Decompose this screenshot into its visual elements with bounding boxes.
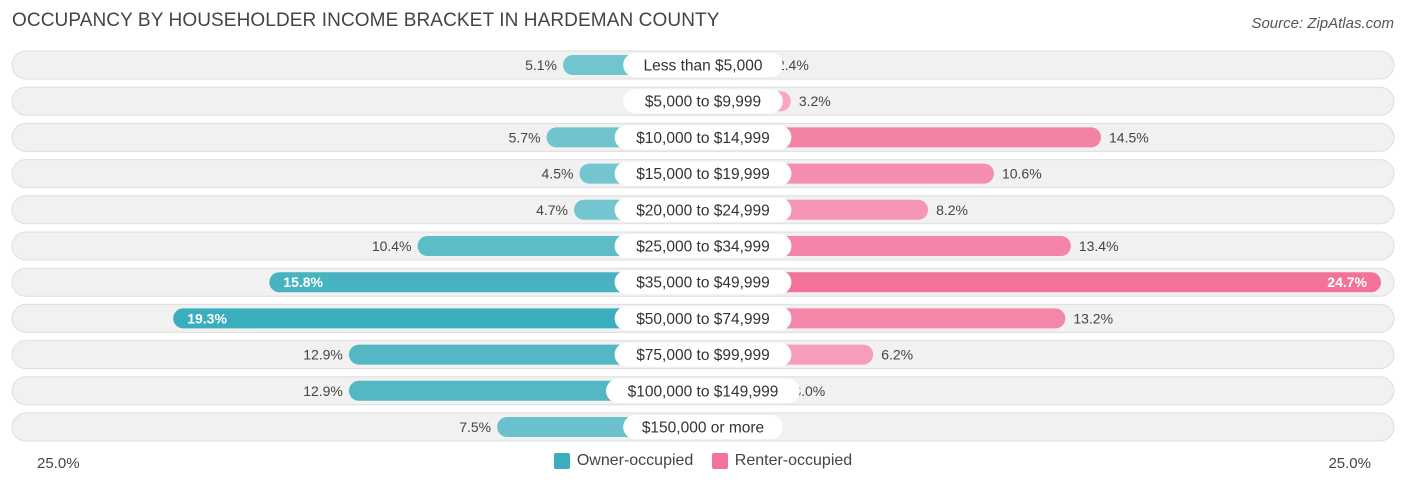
legend-item-renter: Renter-occupied (711, 452, 853, 470)
owner-value-label: 15.8% (283, 274, 323, 290)
category-label-pill (614, 306, 792, 331)
category-label: $75,000 to $99,999 (636, 347, 770, 364)
legend-swatch-owner (553, 453, 570, 469)
owner-value-label: 4.7% (536, 202, 568, 218)
category-label-pill (614, 197, 792, 222)
category-label: $10,000 to $14,999 (636, 130, 770, 147)
category-label-pill (623, 415, 783, 439)
owner-value-label: 12.9% (303, 347, 343, 363)
category-label-pill (623, 53, 783, 77)
renter-value-label: 13.2% (1073, 310, 1113, 326)
category-label-pill (606, 378, 800, 403)
category-label: $25,000 to $34,999 (636, 239, 770, 256)
category-label-pill (614, 161, 792, 186)
legend-label-owner: Owner-occupied (576, 452, 694, 469)
legend: Owner-occupied Renter-occupied (0, 452, 1406, 474)
owner-value-label: 12.9% (303, 383, 343, 399)
renter-value-label: 14.5% (1109, 129, 1149, 145)
renter-bar (703, 127, 1102, 148)
category-label: $35,000 to $49,999 (636, 275, 770, 292)
owner-value-label: 5.1% (525, 57, 557, 73)
legend-item-owner: Owner-occupied (553, 452, 694, 470)
renter-value-label: 2.4% (777, 57, 809, 73)
renter-value-label: 8.2% (936, 202, 968, 218)
owner-value-label: 5.7% (509, 129, 541, 145)
category-label-pill (614, 125, 792, 150)
owner-value-label: 19.3% (187, 310, 227, 326)
chart-source: Source: ZipAtlas.com (1251, 15, 1394, 32)
renter-value-label: 3.0% (793, 383, 825, 399)
owner-bar (173, 308, 704, 329)
legend-swatch-renter (711, 453, 728, 469)
renter-bar (703, 272, 1382, 293)
category-label: $15,000 to $19,999 (636, 166, 770, 183)
category-label: Less than $5,000 (644, 58, 763, 75)
owner-value-label: 7.5% (459, 419, 491, 435)
owner-bar (269, 272, 703, 293)
category-label-pill (614, 234, 792, 258)
renter-bar (703, 236, 1071, 256)
category-label: $5,000 to $9,999 (645, 94, 761, 111)
owner-bar (348, 344, 703, 365)
renter-value-label: 13.4% (1079, 238, 1119, 254)
owner-value-label: 10.4% (372, 238, 412, 254)
category-label: $50,000 to $74,999 (636, 311, 770, 328)
renter-value-label: 6.2% (881, 347, 913, 363)
category-label: $150,000 or more (642, 420, 764, 437)
category-label: $100,000 to $149,999 (628, 383, 779, 400)
legend-label-renter: Renter-occupied (734, 452, 853, 469)
category-label: $20,000 to $24,999 (636, 202, 770, 219)
chart-title: OCCUPANCY BY HOUSEHOLDER INCOME BRACKET … (12, 10, 720, 31)
owner-value-label: 4.5% (542, 166, 574, 182)
axis-right-label: 25.0% (1328, 455, 1371, 472)
renter-value-label: 10.6% (1002, 166, 1042, 182)
renter-value-label: 3.2% (799, 93, 831, 109)
renter-bar (703, 308, 1066, 329)
category-label-pill (614, 270, 792, 295)
category-label-pill (614, 342, 792, 367)
axis-left-label: 25.0% (37, 455, 80, 472)
renter-value-label: 24.7% (1327, 274, 1367, 290)
category-label-pill (623, 89, 783, 114)
